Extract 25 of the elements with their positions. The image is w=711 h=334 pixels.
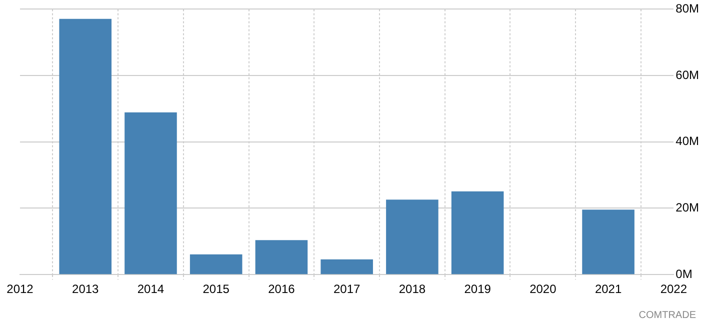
y-tick-label: 0M xyxy=(676,266,692,281)
bar xyxy=(320,259,373,274)
y-tick-label: 60M xyxy=(676,68,700,82)
bar xyxy=(124,112,177,274)
y-tick-label: 80M xyxy=(676,2,700,16)
x-tick-label: 2017 xyxy=(333,282,360,296)
x-tick-label: 2022 xyxy=(660,282,688,296)
bar xyxy=(451,191,504,274)
x-tick-label: 2019 xyxy=(464,282,492,296)
x-tick-label: 2015 xyxy=(202,282,230,296)
x-tick-label: 2021 xyxy=(594,282,622,296)
x-tick-label: 2018 xyxy=(398,282,426,296)
text: COMTRADE xyxy=(638,310,696,321)
bar xyxy=(190,254,242,274)
x-tick-label: 2020 xyxy=(530,282,557,296)
bar xyxy=(582,210,634,274)
x-tick-label: 2016 xyxy=(268,282,296,296)
y-tick-label: 40M xyxy=(676,134,700,148)
bar xyxy=(255,240,308,274)
bar xyxy=(386,200,438,274)
x-tick-label: 2012 xyxy=(6,282,34,296)
y-tick-label: 20M xyxy=(676,200,700,215)
x-tick-label: 2014 xyxy=(137,282,164,296)
x-tick-label: 2013 xyxy=(72,282,100,296)
bar xyxy=(59,18,112,274)
